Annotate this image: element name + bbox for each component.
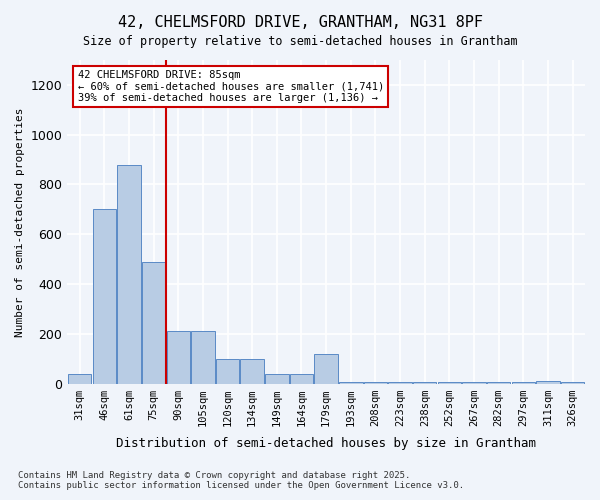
Bar bbox=[364, 382, 387, 384]
Bar bbox=[92, 210, 116, 384]
Text: 42 CHELMSFORD DRIVE: 85sqm
← 60% of semi-detached houses are smaller (1,741)
39%: 42 CHELMSFORD DRIVE: 85sqm ← 60% of semi… bbox=[77, 70, 384, 103]
Bar bbox=[142, 262, 165, 384]
Bar bbox=[265, 374, 289, 384]
Bar bbox=[512, 382, 535, 384]
Y-axis label: Number of semi-detached properties: Number of semi-detached properties bbox=[15, 107, 25, 336]
Bar bbox=[314, 354, 338, 384]
Bar bbox=[463, 382, 486, 384]
Text: Size of property relative to semi-detached houses in Grantham: Size of property relative to semi-detach… bbox=[83, 35, 517, 48]
Bar bbox=[388, 382, 412, 384]
Bar bbox=[561, 382, 584, 384]
Bar bbox=[413, 382, 436, 384]
Text: 42, CHELMSFORD DRIVE, GRANTHAM, NG31 8PF: 42, CHELMSFORD DRIVE, GRANTHAM, NG31 8PF bbox=[118, 15, 482, 30]
Bar bbox=[216, 358, 239, 384]
Bar bbox=[68, 374, 91, 384]
Bar bbox=[167, 332, 190, 384]
Bar bbox=[339, 382, 362, 384]
Bar bbox=[241, 358, 264, 384]
X-axis label: Distribution of semi-detached houses by size in Grantham: Distribution of semi-detached houses by … bbox=[116, 437, 536, 450]
Bar bbox=[487, 382, 511, 384]
Bar bbox=[191, 332, 215, 384]
Bar bbox=[290, 374, 313, 384]
Bar bbox=[536, 381, 560, 384]
Bar bbox=[117, 164, 140, 384]
Text: Contains HM Land Registry data © Crown copyright and database right 2025.
Contai: Contains HM Land Registry data © Crown c… bbox=[18, 470, 464, 490]
Bar bbox=[437, 382, 461, 384]
